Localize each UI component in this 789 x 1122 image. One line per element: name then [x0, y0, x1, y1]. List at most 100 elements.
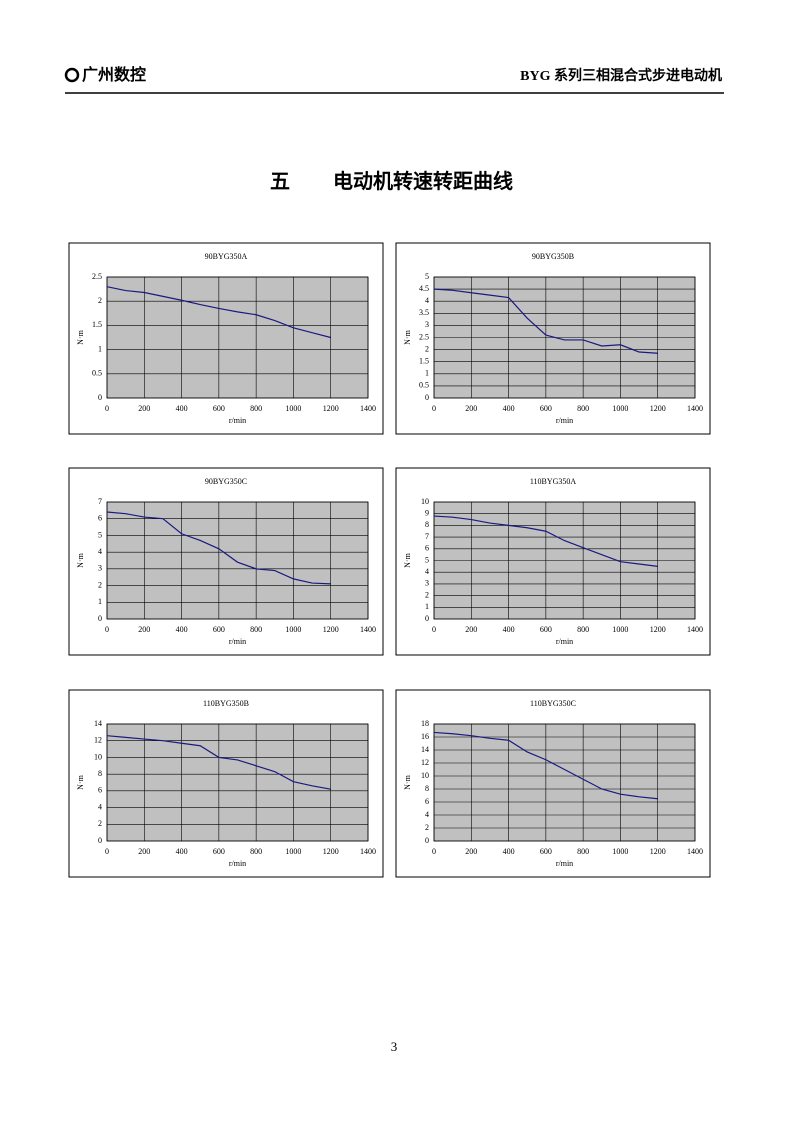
- y-tick-label: 0: [98, 393, 102, 402]
- y-tick-label: 10: [421, 497, 429, 506]
- x-tick-label: 400: [503, 847, 515, 856]
- x-tick-label: 1000: [285, 847, 301, 856]
- x-tick-label: 0: [105, 625, 109, 634]
- x-tick-label: 600: [540, 404, 552, 413]
- plot-area: [106, 501, 369, 620]
- logo-icon: [64, 67, 80, 83]
- y-tick-label: 1.5: [92, 320, 102, 329]
- x-tick-label: 1200: [323, 404, 339, 413]
- torque-curve: [106, 511, 331, 585]
- x-tick-label: 800: [250, 404, 262, 413]
- y-tick-label: 12: [94, 736, 102, 745]
- y-tick-label: 1.5: [419, 357, 429, 366]
- x-tick-label: 400: [176, 404, 188, 413]
- x-tick-label: 600: [213, 847, 225, 856]
- chart-title: 90BYG350B: [532, 252, 574, 261]
- x-tick-label: 0: [432, 625, 436, 634]
- y-axis-label: N·m: [403, 552, 412, 567]
- x-tick-label: 400: [176, 625, 188, 634]
- x-tick-label: 1200: [650, 404, 666, 413]
- torque-curve: [106, 286, 331, 339]
- y-tick-label: 4: [425, 567, 429, 576]
- y-tick-label: 6: [425, 544, 429, 553]
- plot-area: [433, 723, 696, 842]
- x-tick-label: 200: [138, 404, 150, 413]
- y-tick-label: 8: [425, 520, 429, 529]
- x-axis-label: r/min: [556, 416, 573, 425]
- page-number: 3: [391, 1039, 398, 1054]
- x-tick-label: 1000: [285, 625, 301, 634]
- x-tick-label: 0: [105, 404, 109, 413]
- y-tick-label: 4.5: [419, 284, 429, 293]
- y-axis-label: N·m: [76, 774, 85, 789]
- x-tick-label: 1400: [687, 404, 703, 413]
- y-tick-label: 10: [421, 771, 429, 780]
- y-tick-label: 3: [425, 579, 429, 588]
- y-tick-label: 2.5: [92, 272, 102, 281]
- y-tick-label: 3.5: [419, 308, 429, 317]
- y-tick-label: 16: [421, 732, 429, 741]
- y-axis-label: N·m: [403, 774, 412, 789]
- torque-curve: [106, 735, 331, 790]
- x-axis-label: r/min: [229, 416, 246, 425]
- y-tick-label: 0: [425, 393, 429, 402]
- y-tick-label: 1: [98, 597, 102, 606]
- x-tick-label: 1000: [285, 404, 301, 413]
- y-tick-label: 0.5: [419, 381, 429, 390]
- x-tick-label: 600: [540, 625, 552, 634]
- y-tick-label: 2: [98, 296, 102, 305]
- y-tick-label: 14: [94, 719, 102, 728]
- header-title: BYG 系列三相混合式步进电动机: [520, 67, 722, 84]
- chart-title: 110BYG350A: [530, 477, 577, 486]
- x-tick-label: 1400: [687, 625, 703, 634]
- x-tick-label: 200: [138, 625, 150, 634]
- plot-area: [106, 723, 369, 842]
- y-tick-label: 3: [425, 320, 429, 329]
- x-tick-label: 800: [250, 847, 262, 856]
- x-axis-label: r/min: [556, 859, 573, 868]
- x-tick-label: 600: [213, 404, 225, 413]
- y-tick-label: 14: [421, 745, 429, 754]
- x-tick-label: 200: [138, 847, 150, 856]
- y-tick-label: 0: [98, 836, 102, 845]
- x-tick-label: 0: [105, 847, 109, 856]
- x-tick-label: 0: [432, 404, 436, 413]
- y-axis-label: N·m: [76, 552, 85, 567]
- y-tick-label: 2: [425, 590, 429, 599]
- y-tick-label: 2: [98, 580, 102, 589]
- torque-curve: [433, 731, 658, 800]
- logo-text: 广州数控: [82, 65, 146, 84]
- y-tick-label: 1: [425, 602, 429, 611]
- x-tick-label: 1000: [612, 847, 628, 856]
- y-tick-label: 7: [425, 532, 429, 541]
- y-tick-label: 5: [425, 555, 429, 564]
- y-tick-label: 6: [425, 797, 429, 806]
- x-tick-label: 1400: [360, 625, 376, 634]
- y-tick-label: 0: [425, 614, 429, 623]
- y-tick-label: 8: [98, 769, 102, 778]
- y-tick-label: 12: [421, 758, 429, 767]
- x-tick-label: 400: [503, 404, 515, 413]
- y-tick-label: 5: [98, 530, 102, 539]
- y-tick-label: 6: [98, 786, 102, 795]
- x-tick-label: 0: [432, 847, 436, 856]
- y-tick-label: 2.5: [419, 332, 429, 341]
- x-tick-label: 1000: [612, 625, 628, 634]
- x-tick-label: 1400: [687, 847, 703, 856]
- x-tick-label: 200: [465, 404, 477, 413]
- x-tick-label: 1400: [360, 404, 376, 413]
- section-number: 五: [270, 169, 290, 193]
- y-tick-label: 6: [98, 514, 102, 523]
- x-tick-label: 400: [176, 847, 188, 856]
- chart-title: 110BYG350B: [203, 699, 249, 708]
- chart-title: 90BYG350A: [205, 252, 248, 261]
- y-tick-label: 8: [425, 784, 429, 793]
- chart-title: 90BYG350C: [205, 477, 247, 486]
- y-tick-label: 2: [98, 819, 102, 828]
- y-tick-label: 1: [425, 369, 429, 378]
- x-tick-label: 600: [213, 625, 225, 634]
- y-tick-label: 4: [98, 547, 102, 556]
- x-tick-label: 1200: [650, 847, 666, 856]
- y-tick-label: 4: [98, 802, 102, 811]
- torque-curve: [433, 288, 658, 354]
